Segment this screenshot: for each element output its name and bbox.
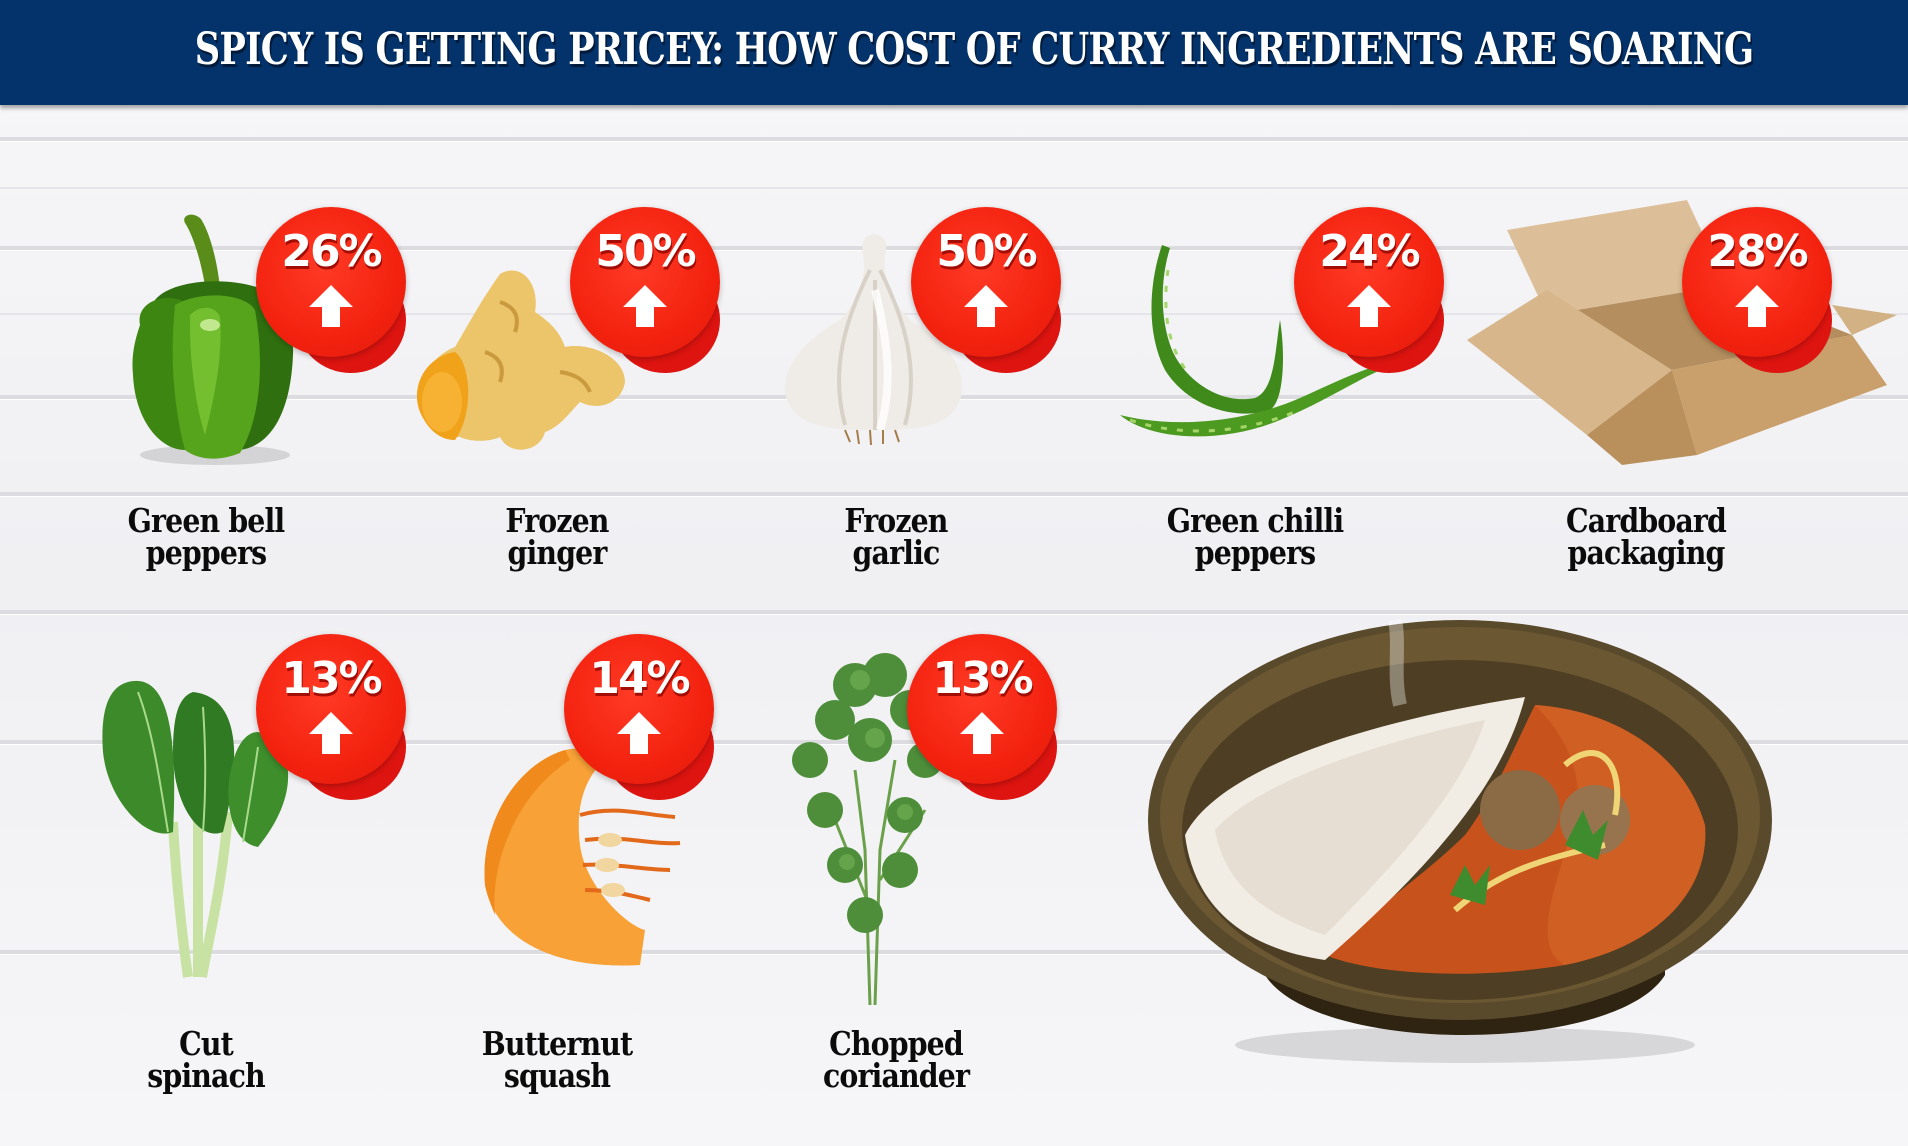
ginger-icon (416, 270, 625, 450)
ingredient-label: Frozen ginger (505, 501, 609, 572)
arrow-up-icon (964, 285, 1008, 327)
header-bar: SPICY IS GETTING PRICEY: HOW COST OF CUR… (0, 0, 1908, 105)
arrow-up-icon (960, 712, 1004, 754)
green-bell-pepper-icon (132, 214, 294, 465)
percent-increase: 13% (281, 653, 382, 704)
ingredient-label: Green chilli peppers (1166, 501, 1344, 572)
percent-increase: 50% (936, 226, 1037, 277)
price-increase-badge: 28% (1682, 207, 1832, 373)
wood-grain (0, 187, 1908, 189)
page-title-text: SPICY IS GETTING PRICEY: HOW COST OF CUR… (194, 24, 1754, 75)
arrow-up-icon (1347, 285, 1391, 327)
arrow-up-icon (617, 712, 661, 754)
cardboard-box-icon (1467, 200, 1897, 465)
percent-increase: 24% (1319, 226, 1420, 277)
garlic-icon (784, 234, 963, 445)
price-increase-badge: 50% (570, 207, 720, 373)
ingredient-label: Frozen garlic (844, 501, 948, 572)
arrow-up-icon (309, 712, 353, 754)
percent-increase: 28% (1707, 226, 1808, 277)
price-increase-badge: 24% (1294, 207, 1444, 373)
plank-divider (0, 610, 1908, 614)
ingredient-label: Butternut squash (481, 1024, 633, 1095)
curry-bowl-icon (1148, 618, 1772, 1063)
price-increase-badge: 13% (256, 634, 406, 800)
ingredient-label: Green bell peppers (127, 501, 286, 572)
price-increase-badge: 13% (907, 634, 1057, 800)
percent-increase: 13% (932, 653, 1033, 704)
squash-icon (484, 748, 681, 966)
ingredient-label: Chopped coriander (822, 1024, 970, 1095)
arrow-up-icon (309, 285, 353, 327)
percent-increase: 50% (595, 226, 696, 277)
spinach-icon (102, 680, 289, 978)
price-increase-badge: 26% (256, 207, 406, 373)
arrow-up-icon (623, 285, 667, 327)
plank-divider (0, 950, 1908, 954)
plank-divider (0, 492, 1908, 496)
ingredient-label: Cut spinach (147, 1024, 265, 1095)
plank-divider (0, 137, 1908, 141)
percent-increase: 14% (589, 653, 690, 704)
ingredient-label: Cardboard packaging (1565, 501, 1727, 572)
arrow-up-icon (1735, 285, 1779, 327)
page-title: SPICY IS GETTING PRICEY: HOW COST OF CUR… (0, 22, 1908, 78)
price-increase-badge: 14% (564, 634, 714, 800)
percent-increase: 26% (281, 226, 382, 277)
price-increase-badge: 50% (911, 207, 1061, 373)
